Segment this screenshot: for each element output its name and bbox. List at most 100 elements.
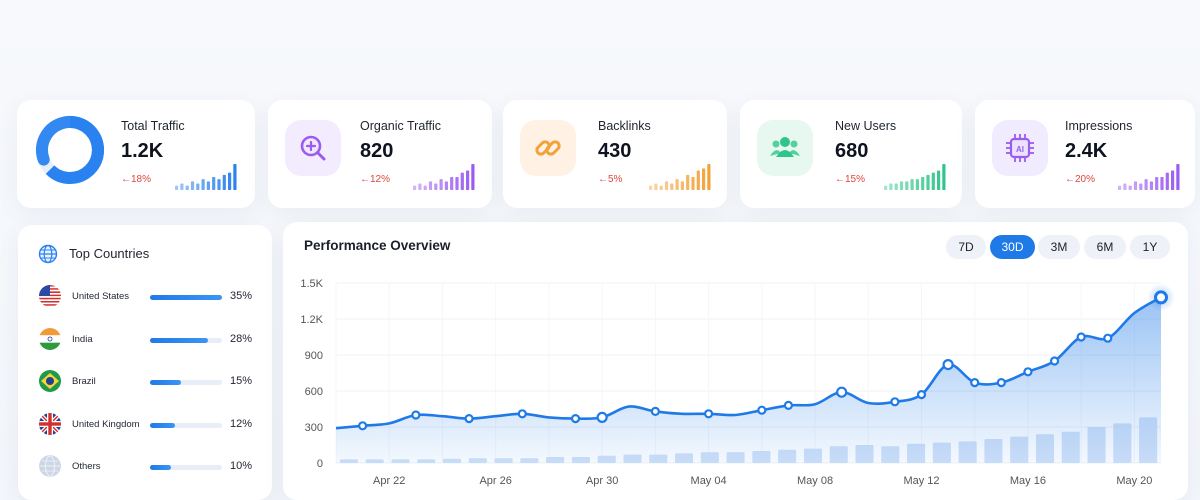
sparkline-bar [1118, 185, 1122, 190]
stat-value: 680 [835, 140, 869, 162]
country-progress-fill [150, 337, 208, 343]
sparkline-bar [434, 183, 438, 190]
country-name: United States [72, 291, 130, 302]
stat-value: 1.2K [121, 140, 164, 162]
sparkline-bar [185, 185, 189, 190]
data-point [1076, 332, 1086, 342]
country-progress-fill [150, 380, 181, 385]
country-progress-track [150, 380, 222, 385]
data-point [411, 410, 421, 420]
stat-card-backlinks: Backlinks 430 ←5% [503, 100, 727, 208]
india-flag-icon [39, 327, 61, 350]
sparkline-bar [894, 183, 898, 190]
sparkline-bar [175, 185, 179, 190]
sparkline-bar [428, 181, 433, 190]
data-point-latest [1154, 290, 1168, 305]
top-countries-card: Top Countries United States 35% India 28% Br… [18, 225, 272, 500]
users-icon [757, 120, 813, 176]
sparkline-bar [233, 164, 237, 190]
sparkline-bar [196, 183, 200, 190]
sparkline-bar [217, 179, 221, 190]
sparkline-bar [1123, 183, 1127, 190]
range-button-30d[interactable]: 30D [990, 235, 1035, 259]
country-name: Others [72, 461, 101, 472]
sparkline-bar [1149, 181, 1153, 190]
data-point [703, 409, 714, 419]
sparkline-bar [931, 172, 935, 190]
stat-value: 820 [360, 140, 394, 162]
data-point [650, 406, 660, 416]
stat-card-impressions: AI Impressions 2.4K ←20% [975, 100, 1195, 208]
data-point [596, 411, 608, 423]
sparkline-bar [1176, 164, 1180, 190]
sparkline-bar [1165, 172, 1169, 190]
data-point [757, 405, 767, 415]
stat-title: Impressions [1065, 119, 1133, 133]
data-point [942, 359, 954, 371]
stat-card-organic-traffic: Organic Traffic 820 ←12% [268, 100, 492, 208]
x-tick-label: May 20 [1116, 475, 1152, 487]
sparkline-bar [444, 181, 448, 190]
performance-overview-card: Performance Overview 7D 30D 3M 6M 1Y 0 300 600… [283, 222, 1188, 500]
sparkline-bar [889, 183, 893, 190]
y-tick-label: 0 [317, 458, 323, 470]
stat-delta: ←18% [121, 174, 152, 185]
sparkline-bar [702, 168, 706, 190]
sparkline-bar [201, 179, 205, 190]
country-row[interactable]: United Kingdom 12% [18, 412, 272, 441]
x-tick-label: Apr 22 [373, 475, 405, 487]
stat-card-new-users: New Users 680 ←15% [740, 100, 962, 208]
sparkline-bar [680, 181, 684, 190]
range-button-1y[interactable]: 1Y [1130, 235, 1170, 259]
globe-icon [39, 455, 61, 477]
country-percentage: 10% [229, 460, 252, 472]
sparkline-bar [455, 177, 459, 190]
brazil-flag-icon [39, 370, 61, 392]
country-progress-fill [150, 422, 175, 428]
svg-text:AI: AI [1016, 145, 1024, 154]
sparkline-bar [696, 170, 700, 190]
x-tick-label: May 04 [691, 475, 727, 487]
performance-title: Performance Overview [304, 238, 451, 253]
country-name: Brazil [72, 376, 96, 387]
sparkline-bar [686, 174, 690, 190]
y-tick-label: 600 [305, 386, 323, 398]
sparkline-bar [212, 177, 216, 190]
sparkline-bar [460, 172, 464, 190]
data-point [570, 414, 581, 424]
stat-title: Backlinks [598, 119, 651, 133]
sparkline-bar [1155, 177, 1159, 190]
range-button-6m[interactable]: 6M [1084, 235, 1126, 259]
country-row[interactable]: India 28% [18, 327, 272, 356]
globe-icon [38, 244, 58, 264]
ai-chip-icon: AI [992, 120, 1048, 176]
stat-title: New Users [835, 119, 897, 133]
sparkline-bar [675, 179, 679, 190]
us-flag-icon [39, 285, 61, 307]
range-button-7d[interactable]: 7D [946, 235, 986, 259]
country-row[interactable]: United States 35% [18, 285, 272, 313]
sparkline-bar [926, 174, 930, 190]
country-progress-track [150, 465, 222, 470]
range-button-3m[interactable]: 3M [1038, 235, 1080, 259]
stat-card-total-traffic: Total Traffic 1.2K ←18% [17, 100, 255, 208]
sparkline-bar [691, 177, 695, 190]
sparkline-chart [175, 164, 237, 190]
sparkline-bar [413, 185, 417, 190]
link-icon [520, 120, 576, 176]
country-row[interactable]: Others 10% [18, 455, 272, 483]
stat-value: 430 [598, 140, 632, 162]
sparkline-bar [942, 164, 946, 190]
country-row[interactable]: Brazil 15% [18, 370, 272, 398]
data-point [890, 397, 900, 407]
sparkline-bar [921, 177, 925, 190]
sparkline-bar [423, 185, 427, 190]
x-tick-label: May 08 [797, 475, 833, 487]
uk-flag-icon [39, 412, 61, 435]
stat-delta: ←15% [835, 174, 866, 185]
data-point [970, 378, 980, 388]
sparkline-bar [222, 174, 226, 190]
sparkline-bar [439, 179, 443, 190]
stat-title: Total Traffic [121, 119, 185, 133]
search-chart-icon [285, 120, 341, 176]
